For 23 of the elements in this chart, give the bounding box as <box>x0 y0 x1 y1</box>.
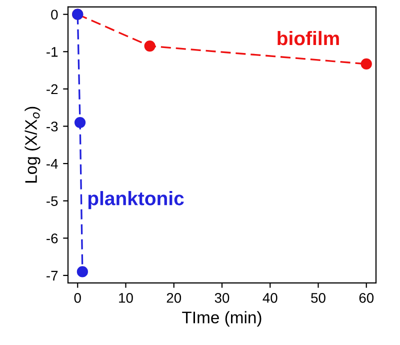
y-tick-label: -5 <box>46 196 58 206</box>
x-tick-label: 10 <box>119 292 133 303</box>
y-tick-label: -3 <box>46 122 58 132</box>
y-tick-label: -1 <box>46 47 58 57</box>
point <box>144 40 156 52</box>
point <box>74 116 86 128</box>
x-tick-label: 30 <box>214 292 230 303</box>
point <box>76 266 88 278</box>
y-tick-label: 0 <box>51 10 58 20</box>
point <box>360 58 372 70</box>
y-tick-label: -4 <box>46 159 58 169</box>
x-tick-label: 0 <box>74 292 81 303</box>
y-tick-label: -6 <box>46 233 58 244</box>
x-tick-label: 40 <box>262 292 278 303</box>
y-axis-title: Log (X/X$_{o}$) <box>24 106 40 183</box>
x-tick-label: 20 <box>166 292 182 303</box>
series-label: biofilm <box>278 30 339 46</box>
x-axis-title: TIme (min) <box>182 311 262 327</box>
y-tick-label: -7 <box>46 270 58 280</box>
x-tick-label: 50 <box>311 292 326 303</box>
y-tick-label: -2 <box>46 84 58 94</box>
x-tick-label: 60 <box>359 292 374 303</box>
series-label: planktonic <box>88 191 184 210</box>
